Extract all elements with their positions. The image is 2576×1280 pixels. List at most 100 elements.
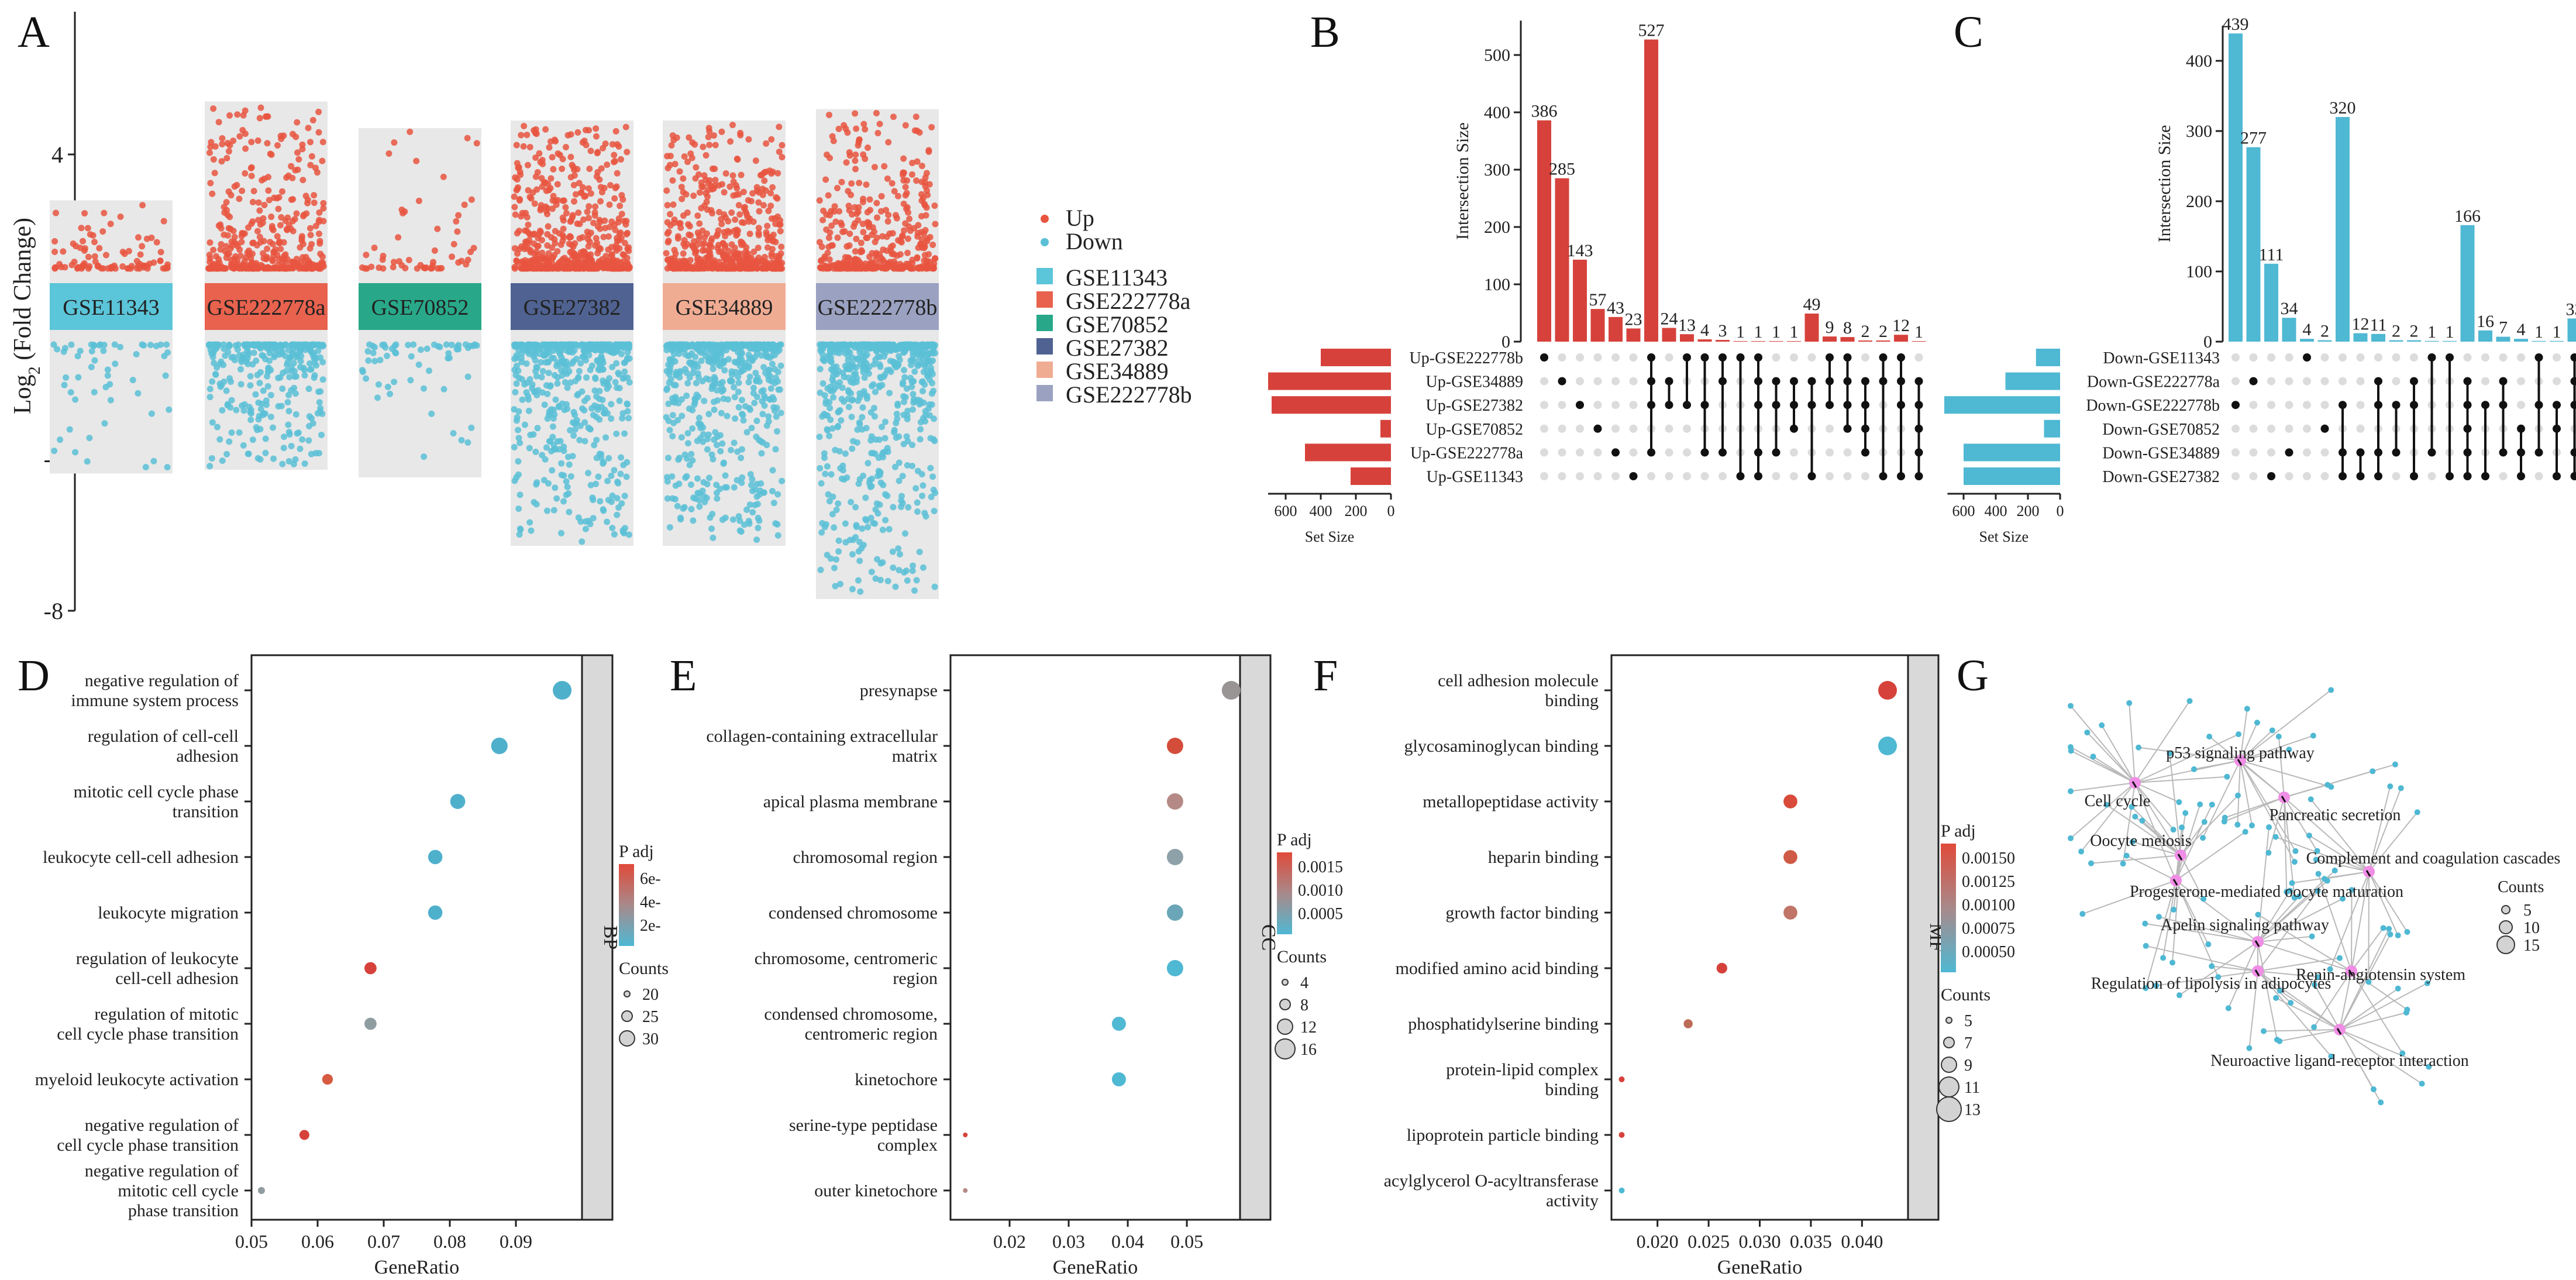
term-label: complex [877, 1136, 938, 1155]
counts-legend-label: 4 [1300, 974, 1308, 992]
up-point [143, 235, 150, 242]
matrix-dot-empty [1790, 353, 1798, 362]
term-dot [450, 794, 466, 809]
matrix-dot-filled [2534, 353, 2543, 362]
up-point [903, 190, 910, 197]
down-point [752, 369, 759, 376]
up-point [718, 248, 725, 255]
dataset-label-box [205, 283, 328, 330]
term-dot [322, 1073, 333, 1085]
legend-dataset-swatch [1036, 385, 1053, 401]
matrix-dot-empty [1826, 472, 1834, 480]
bar-value-label: 33 [2566, 300, 2576, 319]
matrix-dot-empty [1790, 472, 1798, 480]
matrix-dot-filled [1897, 401, 1905, 410]
matrix-dot-empty [2231, 353, 2240, 362]
up-point [591, 209, 598, 216]
down-point [754, 341, 761, 348]
down-point [927, 464, 934, 472]
up-point [513, 257, 520, 264]
down-point [574, 392, 581, 399]
down-point [318, 431, 325, 438]
x-tick-label: 0.020 [1637, 1231, 1679, 1252]
term-label: metallopeptidase activity [1423, 792, 1599, 811]
up-point [84, 225, 91, 232]
up-point [865, 263, 872, 270]
up-point [624, 254, 631, 261]
panel-f-go-mf-dotplot: MF0.020 0.025 0.030 0.035 0.040GeneRatiocell… [1384, 654, 2015, 1278]
up-point [210, 246, 217, 253]
up-point [285, 172, 292, 179]
matrix-dot-empty [2231, 448, 2240, 457]
up-point [390, 264, 397, 271]
down-point [426, 367, 433, 374]
set-size-bar [2005, 372, 2060, 390]
up-point [596, 245, 603, 252]
up-point [694, 229, 701, 236]
bar-value-label: 527 [1638, 21, 1665, 40]
term-label: matrix [892, 746, 938, 766]
up-point [761, 177, 768, 184]
up-point [929, 241, 936, 248]
down-point [554, 380, 561, 387]
up-point [246, 251, 253, 258]
down-point [912, 485, 919, 492]
down-point [543, 343, 550, 350]
down-point [311, 359, 318, 366]
up-point [226, 112, 233, 119]
down-point [515, 505, 522, 512]
up-point [701, 240, 708, 247]
up-point [571, 198, 578, 205]
term-dot [1618, 1132, 1625, 1138]
down-point [774, 491, 781, 498]
down-point [573, 355, 580, 362]
up-point [85, 253, 92, 260]
matrix-dot-filled [1719, 448, 1727, 457]
down-point [746, 355, 753, 362]
down-point [752, 486, 759, 493]
up-point [257, 239, 264, 246]
down-point [877, 374, 884, 381]
down-point [666, 342, 673, 349]
up-point [760, 202, 767, 209]
down-point [516, 439, 524, 446]
up-point [96, 245, 103, 252]
down-point [470, 342, 477, 349]
matrix-dot-empty [1611, 353, 1620, 362]
down-point [687, 481, 694, 488]
down-point [853, 439, 860, 446]
down-point [677, 514, 684, 521]
down-point [237, 381, 244, 388]
down-point [717, 448, 724, 455]
up-point [280, 239, 287, 246]
intersection-bar [1644, 39, 1658, 342]
matrix-dot-filled [1772, 377, 1781, 386]
up-point [315, 230, 322, 238]
down-point [680, 505, 687, 512]
up-point [824, 151, 831, 158]
up-point [894, 192, 901, 199]
up-point [298, 235, 305, 242]
down-point [779, 477, 786, 484]
up-point [299, 240, 306, 247]
bar-value-label: 11 [2370, 315, 2387, 335]
set-label: Up-GSE222778b [1410, 349, 1523, 367]
down-point [696, 503, 703, 510]
down-point [619, 527, 626, 534]
up-point [139, 202, 146, 209]
down-point [767, 385, 774, 392]
up-point [684, 240, 691, 247]
term-dot [553, 681, 572, 700]
down-point [581, 438, 588, 445]
down-point [558, 472, 565, 479]
x-tick-label: 0.02 [993, 1231, 1026, 1252]
down-point [597, 341, 604, 348]
counts-legend-label: 12 [1300, 1019, 1317, 1037]
up-point [549, 205, 556, 212]
down-point [233, 407, 240, 414]
down-point [700, 342, 707, 349]
matrix-dot-empty [1914, 353, 1923, 362]
x-tick-label: 0.035 [1790, 1231, 1832, 1252]
panel-d-go-bp-dotplot: BP0.05 0.06 0.07 0.08 0.09GeneRationegative … [35, 654, 669, 1278]
down-point [421, 453, 428, 460]
